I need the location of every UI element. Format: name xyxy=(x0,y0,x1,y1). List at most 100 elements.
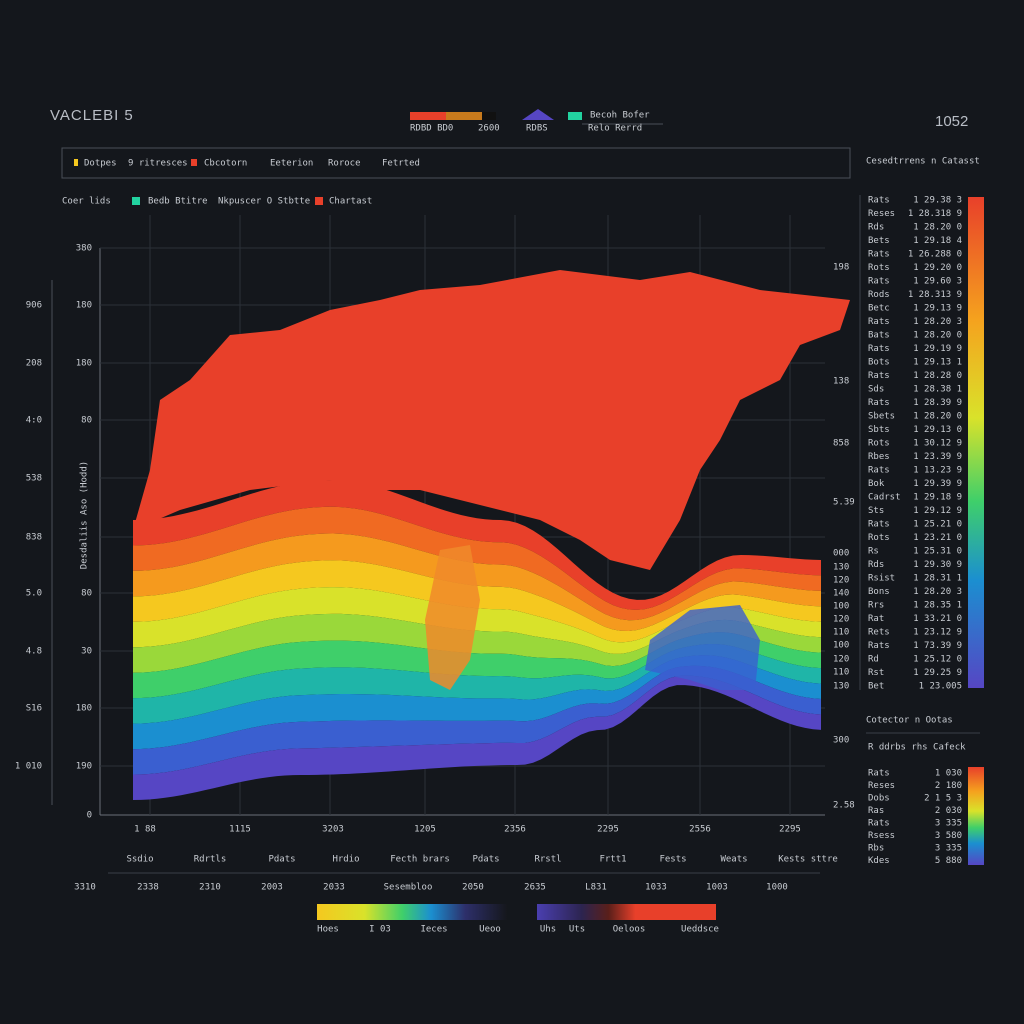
legend-text: RDBS xyxy=(526,124,548,134)
x-number: 2050 xyxy=(462,883,484,893)
tab[interactable]: Dotpes xyxy=(84,159,117,169)
right-tick-label: 140 xyxy=(833,589,849,599)
row-value: 1 25.31 0 xyxy=(913,547,962,557)
right-tick-label: 120 xyxy=(833,655,849,665)
row-name: Sbts xyxy=(868,425,890,435)
y-tick-label: 30 xyxy=(81,647,92,657)
tab[interactable]: Eeterion xyxy=(270,159,313,169)
filter-item[interactable]: Bedb Btitre xyxy=(148,197,208,207)
legend-text: 2600 xyxy=(478,124,500,134)
band xyxy=(133,533,821,632)
row-value: 1 29.60 3 xyxy=(913,277,962,287)
row-name: Rots xyxy=(868,439,890,449)
legend-label: Uts xyxy=(569,925,585,935)
x-label: Weats xyxy=(720,855,747,865)
row-value: 3 335 xyxy=(935,819,962,829)
x-label: Fecth brars xyxy=(390,855,450,865)
row-value: 1 33.21 0 xyxy=(913,614,962,624)
y-axis-title: Desdaliis Aso (Hodd) xyxy=(80,461,90,569)
swatch xyxy=(568,112,582,120)
filter-item[interactable]: Chartast xyxy=(329,197,372,207)
right-tick-label: 300 xyxy=(833,736,849,746)
row-value: 1 28.39 9 xyxy=(913,398,962,408)
row-value: 1 030 xyxy=(935,769,962,779)
row-value: 1 29.13 9 xyxy=(913,304,962,314)
outer-tick-label: 4.8 xyxy=(26,647,42,657)
row-value: 1 29.18 9 xyxy=(913,493,962,503)
row-value: 1 28.313 9 xyxy=(908,290,962,300)
right-tick-label: 130 xyxy=(833,563,849,573)
legend-text: RDBD BD0 xyxy=(410,124,453,134)
row-name: Rets xyxy=(868,628,890,638)
row-name: Rats xyxy=(868,196,890,206)
right-tick-label: 138 xyxy=(833,377,849,387)
landmass xyxy=(133,270,850,570)
row-value: 1 29.13 1 xyxy=(913,358,962,368)
legend-label: Ueddsce xyxy=(681,925,719,935)
legend-label: Hoes xyxy=(317,925,339,935)
row-name: Rat xyxy=(868,614,884,624)
outer-tick-label: 538 xyxy=(26,474,42,484)
row-name: Rats xyxy=(868,398,890,408)
tab[interactable]: Cbcotorn xyxy=(204,159,247,169)
right-tick-label: 198 xyxy=(833,263,849,273)
row-value: 2 180 xyxy=(935,781,962,791)
row-value: 1 28.28 0 xyxy=(913,371,962,381)
title: VACLEBI 5 xyxy=(50,107,134,124)
row-value: 1 23.12 9 xyxy=(913,628,962,638)
panel-footer: Cotector n Ootas xyxy=(866,716,953,726)
outer-tick-label: 5.0 xyxy=(26,589,42,599)
row-value: 1 29.12 9 xyxy=(913,506,962,516)
row-value: 1 28.31 1 xyxy=(913,574,962,584)
row-name: Bets xyxy=(868,236,890,246)
x-tick-label: 2295 xyxy=(779,825,801,835)
x-tick-label: 1 88 xyxy=(134,825,156,835)
right-tick-label: 100 xyxy=(833,602,849,612)
right-tick-label: 5.39 xyxy=(833,498,855,508)
row-value: 1 28.20 3 xyxy=(913,317,962,327)
right-tick-label: 120 xyxy=(833,576,849,586)
row-value: 2 030 xyxy=(935,806,962,816)
row-value: 2 1 5 3 xyxy=(924,794,962,804)
x-number: 2003 xyxy=(261,883,283,893)
filter-item[interactable]: Nkpuscer O Stbtte xyxy=(218,197,310,207)
x-number: 1003 xyxy=(706,883,728,893)
row-value: 1 23.21 0 xyxy=(913,533,962,543)
swatch xyxy=(522,109,554,120)
outer-tick-label: S16 xyxy=(26,704,42,714)
right-tick-label: 110 xyxy=(833,668,849,678)
band xyxy=(133,613,821,673)
row-name: Rats xyxy=(868,250,890,260)
swatch xyxy=(191,159,197,166)
row-name: Rats xyxy=(868,641,890,651)
tab[interactable]: Roroce xyxy=(328,159,361,169)
row-name: Bots xyxy=(868,358,890,368)
x-label: Fests xyxy=(659,855,686,865)
row-name: Rrs xyxy=(868,601,884,611)
panel-title: Cesedtrrens n Catasst xyxy=(866,157,980,167)
row-name: Rats xyxy=(868,819,890,829)
row-name: Sds xyxy=(868,385,884,395)
x-tick-label: 3203 xyxy=(322,825,344,835)
x-label: Frtt1 xyxy=(599,855,626,865)
legend-label: I 03 xyxy=(369,925,391,935)
y-tick-label: 180 xyxy=(76,301,92,311)
x-number: L831 xyxy=(585,883,607,893)
y-tick-label: 190 xyxy=(76,762,92,772)
right-tick-label: 130 xyxy=(833,682,849,692)
row-value: 1 29.25 9 xyxy=(913,668,962,678)
swatch xyxy=(132,197,140,205)
right-tick-label: 000 xyxy=(833,549,849,559)
tab[interactable]: 9 ritresces xyxy=(128,159,188,169)
row-name: Rots xyxy=(868,263,890,273)
row-name: Rots xyxy=(868,533,890,543)
x-label: Ssdio xyxy=(126,855,153,865)
row-name: Rst xyxy=(868,668,884,678)
right-tick-label: 100 xyxy=(833,641,849,651)
x-number: 1000 xyxy=(766,883,788,893)
x-tick-label: 2556 xyxy=(689,825,711,835)
tab[interactable]: Fetrted xyxy=(382,159,420,169)
row-value: 1 28.35 1 xyxy=(913,601,962,611)
x-number: 2310 xyxy=(199,883,221,893)
